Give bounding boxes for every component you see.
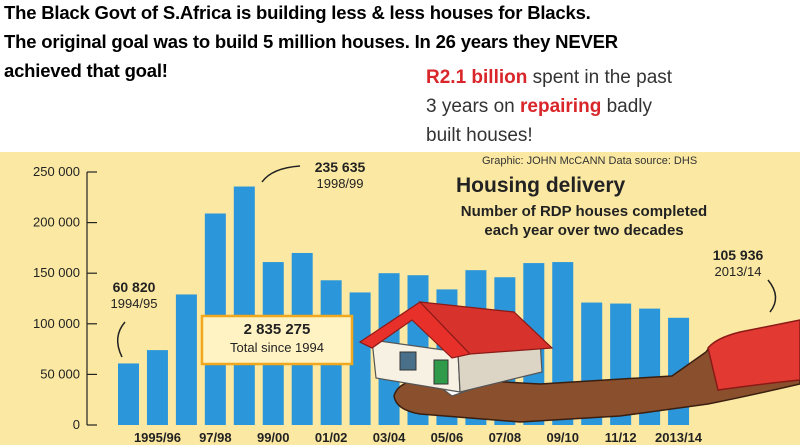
x-tick-label: 03/04: [373, 430, 406, 445]
chart-subtitle-2: each year over two decades: [484, 222, 683, 239]
repair-callout: R2.1 billion spent in the past 3 years o…: [408, 62, 800, 152]
annotation-leader-1994: [116, 321, 126, 358]
headline: The Black Govt of S.Africa is building l…: [4, 0, 794, 85]
annotation-value-1994: 60 820: [113, 279, 156, 295]
house-door-icon: [433, 359, 449, 385]
hand-house-illustration: [358, 301, 800, 423]
callout-line-3: built houses!: [426, 125, 533, 146]
chart-subtitle-1: Number of RDP houses completed: [461, 203, 707, 220]
bar-1998-99: [233, 186, 255, 425]
x-tick-label: 11/12: [605, 430, 637, 445]
x-tick-label: 1995/96: [134, 430, 181, 445]
total-box-frame: [200, 314, 354, 366]
headline-line-1: The Black Govt of S.Africa is building l…: [4, 2, 591, 23]
y-tick-label: 100 000: [33, 316, 80, 331]
callout-line-1: R2.1 billion spent in the past: [426, 67, 672, 89]
bar-1994-95: [118, 363, 139, 425]
house-window-icon: [399, 351, 417, 371]
bar-1995-96: [146, 350, 168, 425]
annotation-leader-2013: [767, 279, 777, 313]
callout-line-1-rest: spent in the past: [527, 67, 673, 88]
x-tick-label: 97/98: [199, 430, 232, 445]
chart-credit: Graphic: JOHN McCANN Data source: DHS: [482, 155, 697, 167]
x-tick-label: 05/06: [431, 430, 464, 445]
x-axis: 1995/96 97/98 99/00 01/02 03/04 05/06 07/08 09/…: [134, 430, 703, 445]
annotation-value-1998: 235 635: [315, 159, 366, 175]
y-tick-label: 200 000: [33, 215, 80, 230]
callout-repairing: repairing: [520, 96, 602, 117]
y-tick-label: 250 000: [33, 164, 80, 179]
x-tick-label: 2013/14: [655, 430, 703, 445]
x-tick-label: 01/02: [315, 430, 348, 445]
annotation-year-1994: 1994/95: [111, 296, 158, 311]
callout-line-2: 3 years on repairing badly: [426, 96, 652, 118]
bar-1996-97: [175, 294, 197, 425]
callout-line-2-start: 3 years on: [426, 96, 520, 117]
annotation-year-2013: 2013/14: [715, 264, 762, 279]
annotation-leader-1998: [261, 165, 301, 183]
annotation-year-1998: 1998/99: [317, 176, 364, 191]
total-value: 2 835 275: [244, 321, 311, 338]
x-tick-label: 09/10: [546, 430, 579, 445]
sleeve-icon: [707, 319, 800, 391]
y-tick-label: 150 000: [33, 265, 80, 280]
callout-line-2-rest: badly: [601, 96, 653, 117]
y-axis: 0 50 000 100 000 150 000 200 000 250 000: [33, 164, 97, 432]
housing-chart: 0 50 000 100 000 150 000 200 000 250 000 1995…: [0, 152, 800, 445]
headline-line-2: The original goal was to build 5 million…: [4, 31, 618, 52]
y-tick-label: 0: [73, 417, 80, 432]
total-box: 2 835 275 Total since 1994: [200, 314, 354, 366]
x-tick-label: 07/08: [489, 430, 522, 445]
chart-title: Housing delivery: [456, 174, 626, 197]
y-tick-label: 50 000: [40, 366, 80, 381]
house-roof-icon: [418, 301, 554, 355]
headline-line-3: achieved that goal!: [4, 60, 168, 81]
total-label: Total since 1994: [230, 340, 324, 355]
x-tick-label: 99/00: [257, 430, 290, 445]
bar-2002-03: [349, 292, 371, 425]
annotation-value-2013: 105 936: [713, 247, 764, 263]
callout-amount: R2.1 billion: [426, 67, 528, 88]
